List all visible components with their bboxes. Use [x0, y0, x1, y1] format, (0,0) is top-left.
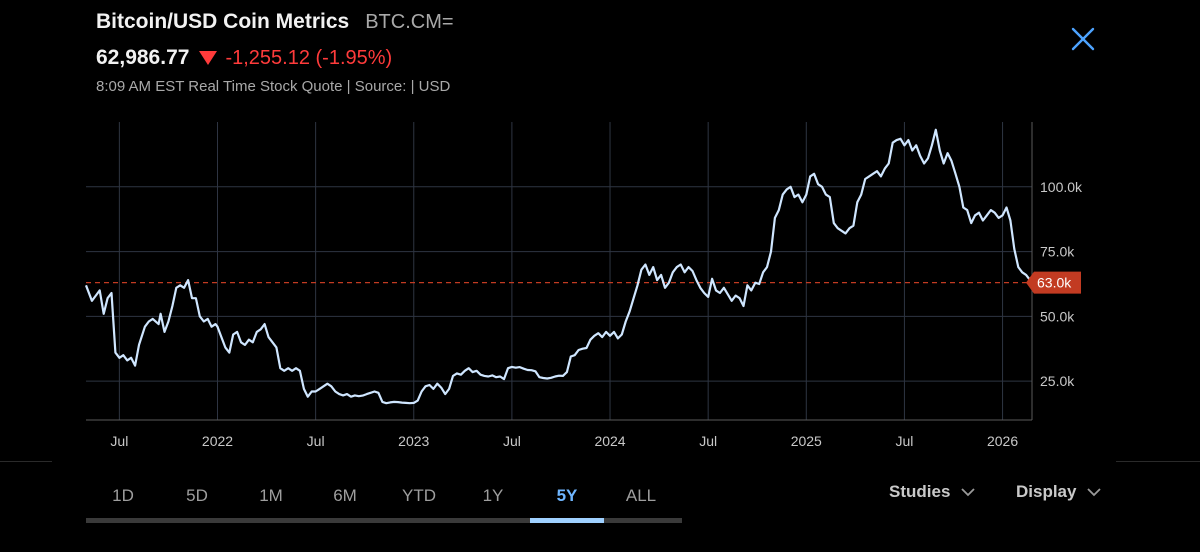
- x-tick-label: 2023: [398, 433, 429, 449]
- range-5d[interactable]: 5D: [186, 486, 208, 505]
- ticker-symbol: BTC.CM=: [365, 11, 454, 33]
- chevron-down-icon: [961, 488, 976, 497]
- x-tick-label: 2022: [202, 433, 233, 449]
- x-tick-label: Jul: [110, 433, 128, 449]
- price-change-value: -1,255.12 (-1.95%): [225, 47, 393, 69]
- studies-label: Studies: [889, 482, 951, 501]
- divider-right: [1116, 461, 1200, 462]
- studies-menu[interactable]: Studies: [889, 482, 976, 502]
- range-1m[interactable]: 1M: [259, 486, 283, 505]
- last-price-badge-bg: [1026, 271, 1081, 294]
- instrument-title: Bitcoin/USD Coin Metrics: [96, 10, 350, 33]
- x-tick-label: Jul: [307, 433, 325, 449]
- display-label: Display: [1016, 482, 1077, 501]
- y-tick-label: 25.0k: [1040, 373, 1075, 389]
- range-1y[interactable]: 1Y: [482, 486, 504, 505]
- range-6m[interactable]: 6M: [333, 486, 357, 505]
- display-menu[interactable]: Display: [1016, 482, 1102, 502]
- y-axis: 25.0k 50.0k 75.0k 100.0k: [1031, 122, 1083, 420]
- divider-left: [0, 461, 52, 462]
- range-track: [86, 518, 682, 523]
- close-icon[interactable]: [1068, 24, 1098, 54]
- range-1d[interactable]: 1D: [112, 486, 134, 505]
- chart-grid: [86, 122, 1032, 420]
- x-tick-label: 2024: [594, 433, 625, 449]
- x-axis: Jul 2022 Jul 2023 Jul 2024 Jul 2025 Jul 2026: [86, 419, 1032, 449]
- x-tick-label: Jul: [699, 433, 717, 449]
- range-ytd[interactable]: YTD: [402, 486, 436, 505]
- range-all[interactable]: ALL: [625, 486, 657, 505]
- last-price-label: 63.0k: [1037, 275, 1072, 291]
- quote-header: Bitcoin/USD Coin Metrics BTC.CM= 62,986.…: [96, 10, 454, 95]
- price-line: [84, 128, 1033, 405]
- time-range-selector: 1D 5D 1M 6M YTD 1Y 5Y ALL: [86, 478, 682, 524]
- down-arrow-icon: [199, 51, 218, 65]
- active-range-indicator: [530, 518, 604, 523]
- range-5y[interactable]: 5Y: [556, 486, 578, 505]
- price-change: -1,255.12 (-1.95%): [199, 47, 392, 70]
- y-tick-label: 50.0k: [1040, 308, 1075, 324]
- price-chart[interactable]: Jul 2022 Jul 2023 Jul 2024 Jul 2025 Jul 2026 25.0…: [0, 0, 1200, 460]
- quote-meta: 8:09 AM EST Real Time Stock Quote | Sour…: [96, 78, 451, 95]
- x-tick-label: Jul: [503, 433, 521, 449]
- chevron-down-icon: [1087, 488, 1102, 497]
- last-price-badge: 63.0k: [1026, 271, 1081, 294]
- y-tick-label: 75.0k: [1040, 244, 1075, 260]
- x-tick-label: Jul: [895, 433, 913, 449]
- x-tick-label: 2026: [987, 433, 1018, 449]
- x-tick-label: 2025: [791, 433, 822, 449]
- last-price: 62,986.77: [96, 46, 190, 69]
- y-tick-label: 100.0k: [1040, 179, 1083, 195]
